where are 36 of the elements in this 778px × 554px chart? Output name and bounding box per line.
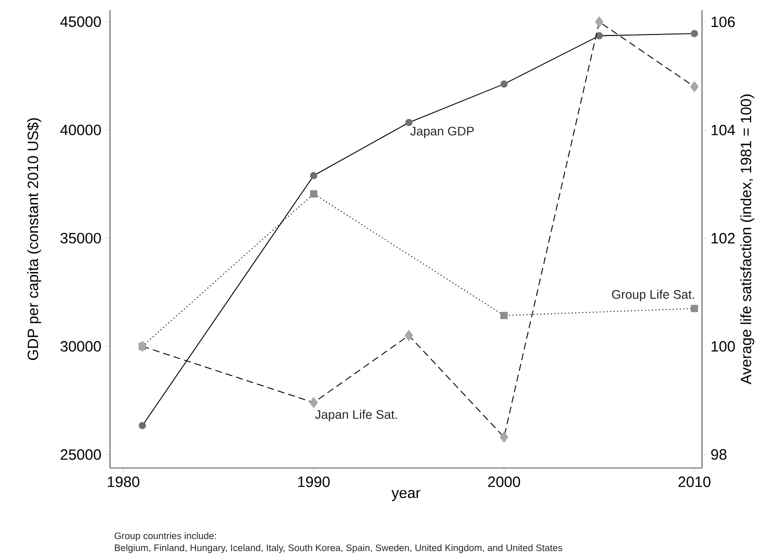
point — [690, 304, 698, 312]
x-tick-label: 2010 — [678, 476, 710, 488]
series-label: Group Life Sat. — [612, 290, 694, 302]
text: Belgium, Finland, Hungary, Iceland, Italy, South Korea, Spain, Sweden, United Kingdom, and United States — [114, 544, 562, 554]
y2-tick-label: 100 — [712, 341, 735, 352]
point — [404, 330, 414, 341]
y2-tick-label: 106 — [712, 16, 735, 28]
y2-tick-label: 98 — [711, 449, 726, 460]
point — [310, 397, 318, 408]
y-tick-label: 45000 — [60, 16, 101, 27]
x-tick-label: 2000 — [488, 476, 520, 488]
y2-axis-title: Average life satisfaction (index, 1981 = 100) — [740, 94, 754, 384]
point — [500, 312, 508, 320]
series-label: Japan Life Sat. — [315, 410, 397, 422]
y2-tick-label: 104 — [712, 124, 735, 136]
point — [596, 32, 603, 40]
point — [405, 118, 412, 126]
y-tick-label: 30000 — [60, 341, 101, 352]
y-tick-label: 40000 — [60, 124, 101, 136]
y2-tick-label: 102 — [712, 232, 735, 244]
point — [310, 190, 318, 198]
text: Group countries include: — [114, 532, 216, 542]
point — [690, 30, 698, 38]
y-axis-title: GDP per capita (constant 2010 US$) — [26, 118, 42, 360]
y-tick-label: 25000 — [60, 449, 101, 460]
x-tick-label: 1990 — [298, 476, 330, 488]
point — [310, 172, 318, 180]
x-tick-label: 1980 — [108, 476, 140, 488]
point — [500, 432, 508, 443]
point — [138, 422, 146, 430]
point — [595, 16, 604, 28]
point — [500, 80, 508, 88]
x-axis-title: year — [392, 490, 420, 502]
point — [690, 81, 699, 92]
series-label: Japan GDP — [410, 126, 474, 138]
y-tick-label: 35000 — [60, 232, 101, 244]
